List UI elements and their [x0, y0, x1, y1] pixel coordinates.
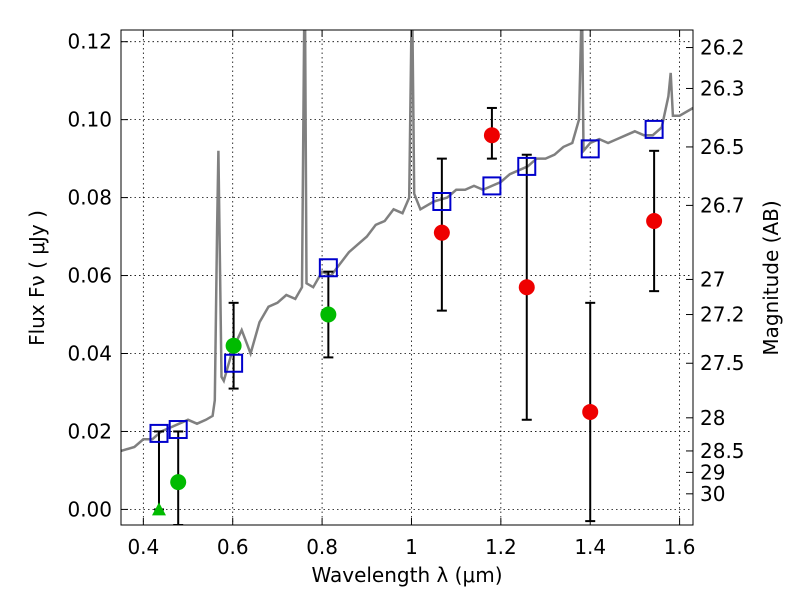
magnitude-tick-label: 26.2	[700, 36, 745, 60]
model-flux-box	[580, 139, 600, 159]
y-tick-label: 0.12	[67, 30, 112, 54]
y-axis-left-title: Flux Fν ( μJy )	[25, 210, 49, 346]
magnitude-tick-label: 26.3	[700, 76, 745, 100]
x-tick-label: 0.4	[127, 535, 159, 559]
observed-flux-point	[320, 306, 337, 323]
x-tick-label: 1	[405, 535, 418, 559]
model-flux-box	[517, 156, 537, 176]
observed-flux-point	[646, 212, 663, 229]
x-tick-label: 1.6	[664, 535, 696, 559]
plot-content	[121, 30, 693, 525]
y-tick-label: 0.08	[67, 186, 112, 210]
grid	[121, 30, 693, 525]
observed-flux-point	[225, 337, 242, 354]
x-tick-label: 1.2	[485, 535, 517, 559]
x-axis-title: Wavelength λ (μm)	[311, 563, 502, 587]
model-flux-box	[224, 353, 244, 373]
observed-flux-point	[170, 474, 187, 491]
magnitude-tick-label: 28.5	[700, 439, 745, 463]
observed-points	[151, 127, 663, 516]
magnitude-tick-label: 27.5	[700, 351, 745, 375]
magnitude-tick-label: 29	[700, 460, 725, 484]
y-tick-label: 0.10	[67, 108, 112, 132]
observed-flux-point	[582, 403, 599, 420]
model-flux-box	[482, 176, 502, 196]
spectrum-line	[121, 30, 693, 453]
x-tick-label: 0.8	[306, 535, 338, 559]
y-axis-right-title: Magnitude (AB)	[759, 200, 783, 355]
observed-flux-point	[433, 224, 450, 241]
y-tick-label: 0.02	[67, 419, 112, 443]
model-flux-box	[168, 420, 188, 440]
magnitude-tick-label: 30	[700, 482, 725, 506]
x-tick-label: 0.6	[217, 535, 249, 559]
model-flux-box	[149, 423, 169, 443]
errorbars	[153, 106, 660, 525]
magnitude-tick-label: 27.2	[700, 303, 745, 327]
observed-flux-point	[518, 279, 535, 296]
y-tick-label: 0.06	[67, 264, 112, 288]
y-axis-left-ticks: 0.00 0.02 0.04 0.06 0.08 0.10 0.12	[67, 30, 128, 521]
plot-frame	[120, 29, 694, 526]
magnitude-tick-label: 26.7	[700, 193, 745, 217]
observed-upper-limit-point	[151, 502, 166, 516]
magnitude-tick-label: 28	[700, 406, 725, 430]
x-tick-label: 1.4	[574, 535, 606, 559]
observed-flux-point	[483, 127, 500, 144]
model-flux-box	[318, 258, 338, 278]
magnitude-tick-label: 26.5	[700, 135, 745, 159]
model-boxes	[149, 119, 664, 443]
model-flux-box	[644, 119, 664, 139]
x-axis-ticks: 0.4 0.6 0.8 1 1.2 1.4 1.6	[127, 30, 696, 559]
y-tick-label: 0.00	[67, 497, 112, 521]
model-flux-box	[432, 191, 452, 211]
y-tick-label: 0.04	[67, 342, 112, 366]
magnitude-tick-label: 27	[700, 267, 725, 291]
